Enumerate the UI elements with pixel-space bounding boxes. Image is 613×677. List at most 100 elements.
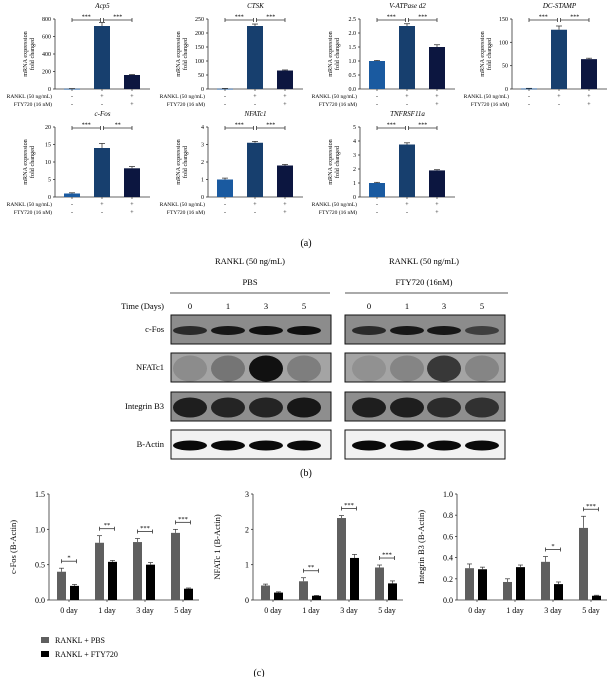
quant-chart-nfatc: NFATc 1 (B-Actin) 0 1 2 3 0 day 1 day ** 3 day **… — [212, 490, 403, 615]
bar — [94, 26, 110, 89]
y-tick-label: 200 — [42, 70, 51, 76]
bar — [247, 142, 263, 197]
chart-title: c-Fos — [95, 110, 111, 118]
blot-band — [211, 326, 245, 335]
bar — [521, 88, 537, 90]
y-tick-label: 50 — [198, 73, 204, 79]
bar-fty720 — [70, 585, 79, 600]
y-tick-label: 2.5 — [349, 17, 357, 23]
bar-pbs — [541, 561, 550, 600]
rankl-sign: + — [435, 94, 439, 100]
day-label: 5 — [302, 301, 306, 311]
y-tick-label: 3 — [201, 143, 204, 149]
blot-band — [211, 355, 245, 382]
rankl-sign: + — [283, 94, 287, 100]
bar-pbs — [465, 568, 474, 600]
rankl-row-label: RANKL (50 ng/mL) — [160, 93, 205, 100]
rankl-row-label: RANKL (50 ng/mL) — [7, 201, 52, 208]
bar-pbs — [503, 581, 512, 600]
y-tick-label: 0 — [201, 87, 204, 93]
day-label: 3 — [264, 301, 268, 311]
rankl-row-label: RANKL (50 ng/mL) — [160, 201, 205, 208]
rankl-row-label: RANKL (50 ng/mL) — [7, 93, 52, 100]
bar-fty720 — [108, 561, 117, 600]
fty720-sign: + — [130, 102, 134, 108]
blot-band — [173, 326, 207, 335]
bar-fty720 — [388, 583, 397, 600]
rankl-sign: + — [253, 94, 257, 100]
bar — [277, 165, 293, 197]
bar-fty720 — [312, 595, 321, 600]
bar — [94, 148, 110, 197]
fty720-sign: - — [71, 102, 73, 108]
significance-marker: *** — [586, 503, 596, 510]
y-tick-label: 2 — [353, 167, 356, 173]
fty720-sign: - — [254, 102, 256, 108]
bar — [369, 183, 385, 197]
fty720-row-label: FTY720 (16 nM) — [319, 101, 357, 108]
bar — [429, 47, 445, 89]
y-tick-label: 0.5 — [35, 561, 45, 570]
y-axis-label: Integrin B3 (B-Actin) — [416, 510, 426, 584]
blot-row-label: NFATc1 — [136, 362, 164, 372]
bar — [124, 168, 140, 197]
x-tick-label: 0 day — [468, 606, 486, 615]
fty720-sign: - — [528, 102, 530, 108]
blot-row-label: B-Actin — [137, 439, 165, 449]
rankl-sign: + — [405, 94, 409, 100]
chart-title: CTSK — [247, 2, 264, 10]
qpcr-chart-nfatc1: NFATc1 mRNA expressionfold changed 0 1 2 3 4 **… — [160, 110, 303, 216]
legend: RANKL + PBS RANKL + FTY720 — [41, 636, 118, 659]
panel-label-a: (a) — [300, 238, 311, 249]
blot-header-fty720: FTY720 (16nM) — [396, 277, 453, 287]
x-tick-label: 3 day — [544, 606, 562, 615]
blot-band — [211, 397, 245, 418]
blot-header-pbs-rankl: RANKL (50 ng/mL) — [215, 256, 285, 266]
y-tick-label: 800 — [42, 17, 51, 23]
blot-header-fty-rankl: RANKL (50 ng/mL) — [389, 256, 459, 266]
y-tick-label: 50 — [502, 64, 508, 70]
rankl-row-label: RANKL (50 ng/mL) — [312, 201, 357, 208]
qpcr-chart-ctsk: CTSK mRNA expressionfold changed 0 50 100 150… — [160, 2, 303, 108]
chart-title: DC-STAMP — [542, 2, 577, 10]
blot-band — [427, 440, 461, 451]
qpcr-chart-tnfrsf11a: TNFRSF11a mRNA expressionfold changed 0 1 2 3… — [312, 110, 455, 216]
significance-marker: *** — [387, 15, 396, 21]
y-tick-label: 400 — [42, 52, 51, 58]
y-axis-label: c-Fos (B-Actin) — [8, 520, 18, 574]
fty720-row-label: FTY720 (16 nM) — [14, 209, 52, 216]
panel-c-quantification-charts: c-Fos (B-Actin)0.00.51.01.50 day*1 day**… — [8, 490, 607, 615]
panel-label-c: (c) — [253, 668, 264, 677]
rankl-sign: + — [253, 202, 257, 208]
x-tick-label: 1 day — [98, 606, 116, 615]
significance-marker: *** — [418, 123, 427, 129]
fty720-sign: + — [435, 102, 439, 108]
significance-marker: *** — [113, 15, 122, 21]
blot-band — [249, 397, 283, 418]
bar — [124, 75, 140, 89]
blot-band — [287, 397, 321, 418]
fty720-sign: - — [224, 102, 226, 108]
fty720-sign: + — [130, 210, 134, 216]
y-tick-label: 200 — [195, 31, 204, 37]
y-tick-label: 1 — [201, 178, 204, 184]
bar-pbs — [299, 581, 308, 600]
significance-marker: *** — [235, 123, 244, 129]
rankl-sign: + — [100, 202, 104, 208]
blot-band — [465, 355, 499, 382]
rankl-sign: + — [587, 94, 591, 100]
fty720-row-label: FTY720 (16 nM) — [14, 101, 52, 108]
fty720-row-label: FTY720 (16 nM) — [471, 101, 509, 108]
rankl-row-label: RANKL (50 ng/mL) — [312, 93, 357, 100]
blot-row-label: Integrin B3 — [125, 401, 164, 411]
significance-marker: ** — [115, 123, 121, 129]
significance-marker: *** — [387, 123, 396, 129]
blot-band — [390, 355, 424, 382]
fty720-sign: - — [558, 102, 560, 108]
fty720-sign: - — [71, 210, 73, 216]
significance-marker: ** — [308, 564, 315, 571]
blot-band — [287, 355, 321, 382]
fty720-sign: - — [406, 102, 408, 108]
y-tick-label: 0.0 — [443, 596, 453, 605]
blot-band — [465, 440, 499, 451]
